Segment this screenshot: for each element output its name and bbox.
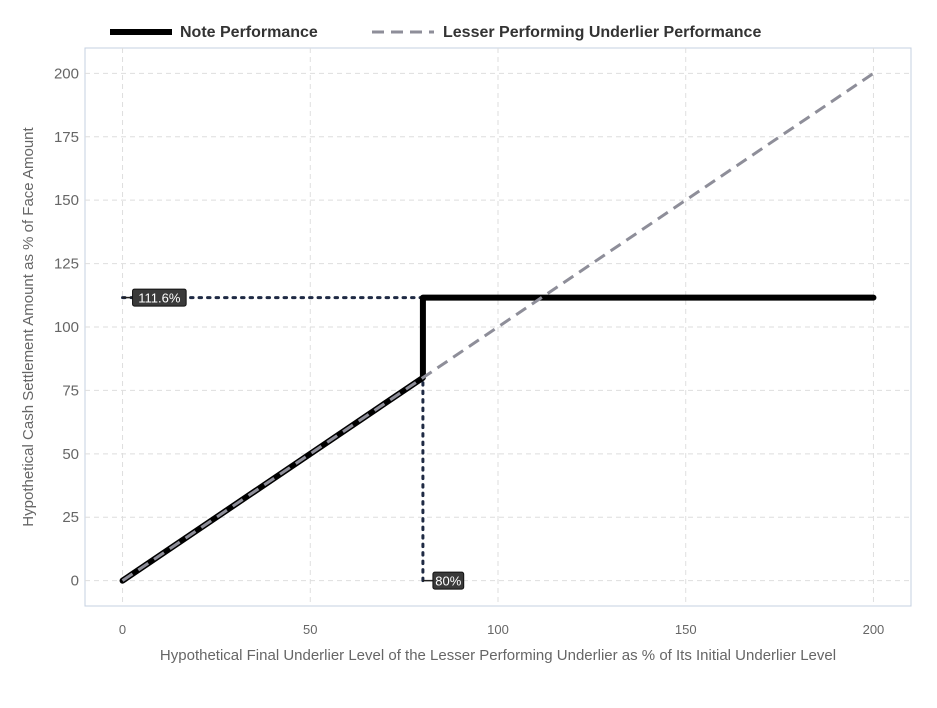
x-axis-ticks: 0 50 100 150 200 bbox=[119, 622, 884, 637]
x-axis-label: Hypothetical Final Underlier Level of th… bbox=[160, 647, 836, 664]
y-tick-label-50: 50 bbox=[62, 446, 79, 463]
x-tick-label-200: 200 bbox=[863, 622, 885, 637]
y-tick-label-75: 75 bbox=[62, 382, 79, 399]
annotation-box-1 bbox=[432, 571, 465, 590]
legend-label-underlier-performance: Lesser Performing Underlier Performance bbox=[443, 24, 761, 41]
y-tick-label-0: 0 bbox=[71, 573, 79, 590]
y-tick-label-200: 200 bbox=[54, 65, 79, 82]
annotations: 111.6% 80% bbox=[122, 288, 465, 590]
y-tick-label-125: 125 bbox=[54, 256, 79, 273]
grid bbox=[85, 48, 911, 606]
y-axis-label: Hypothetical Cash Settlement Amount as %… bbox=[20, 126, 37, 526]
legend: Note Performance Lesser Performing Under… bbox=[110, 24, 761, 41]
y-tick-label-150: 150 bbox=[54, 192, 79, 209]
reference-lines bbox=[121, 296, 425, 583]
x-tick-label-50: 50 bbox=[303, 622, 317, 637]
series-layer bbox=[119, 72, 877, 584]
x-tick-label-150: 150 bbox=[675, 622, 697, 637]
y-axis-ticks: 0 25 50 75 100 125 150 175 200 bbox=[54, 65, 79, 589]
y-tick-label-100: 100 bbox=[54, 319, 79, 336]
x-tick-label-100: 100 bbox=[487, 622, 509, 637]
annotation-label-1: 80% bbox=[435, 574, 461, 589]
annotation-label-0: 111.6% bbox=[138, 291, 181, 306]
annotation-box-0 bbox=[132, 288, 187, 307]
legend-label-note-performance: Note Performance bbox=[180, 24, 318, 41]
x-tick-label-0: 0 bbox=[119, 622, 126, 637]
y-tick-label-175: 175 bbox=[54, 129, 79, 146]
y-tick-label-25: 25 bbox=[62, 509, 79, 526]
